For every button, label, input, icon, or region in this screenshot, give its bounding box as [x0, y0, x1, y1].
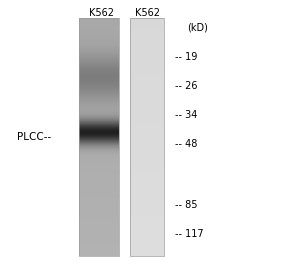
Text: (kD): (kD)	[187, 23, 208, 33]
Text: -- 48: -- 48	[175, 139, 198, 149]
Bar	[79, 18, 119, 256]
Bar	[130, 18, 164, 256]
Text: -- 85: -- 85	[175, 200, 198, 210]
Text: -- 117: -- 117	[175, 229, 204, 239]
Text: K562: K562	[89, 8, 114, 18]
Text: -- 19: -- 19	[175, 52, 198, 62]
Text: -- 34: -- 34	[175, 110, 198, 120]
Text: K562: K562	[135, 8, 160, 18]
Text: PLCC--: PLCC--	[17, 132, 51, 142]
Text: -- 26: -- 26	[175, 81, 198, 91]
